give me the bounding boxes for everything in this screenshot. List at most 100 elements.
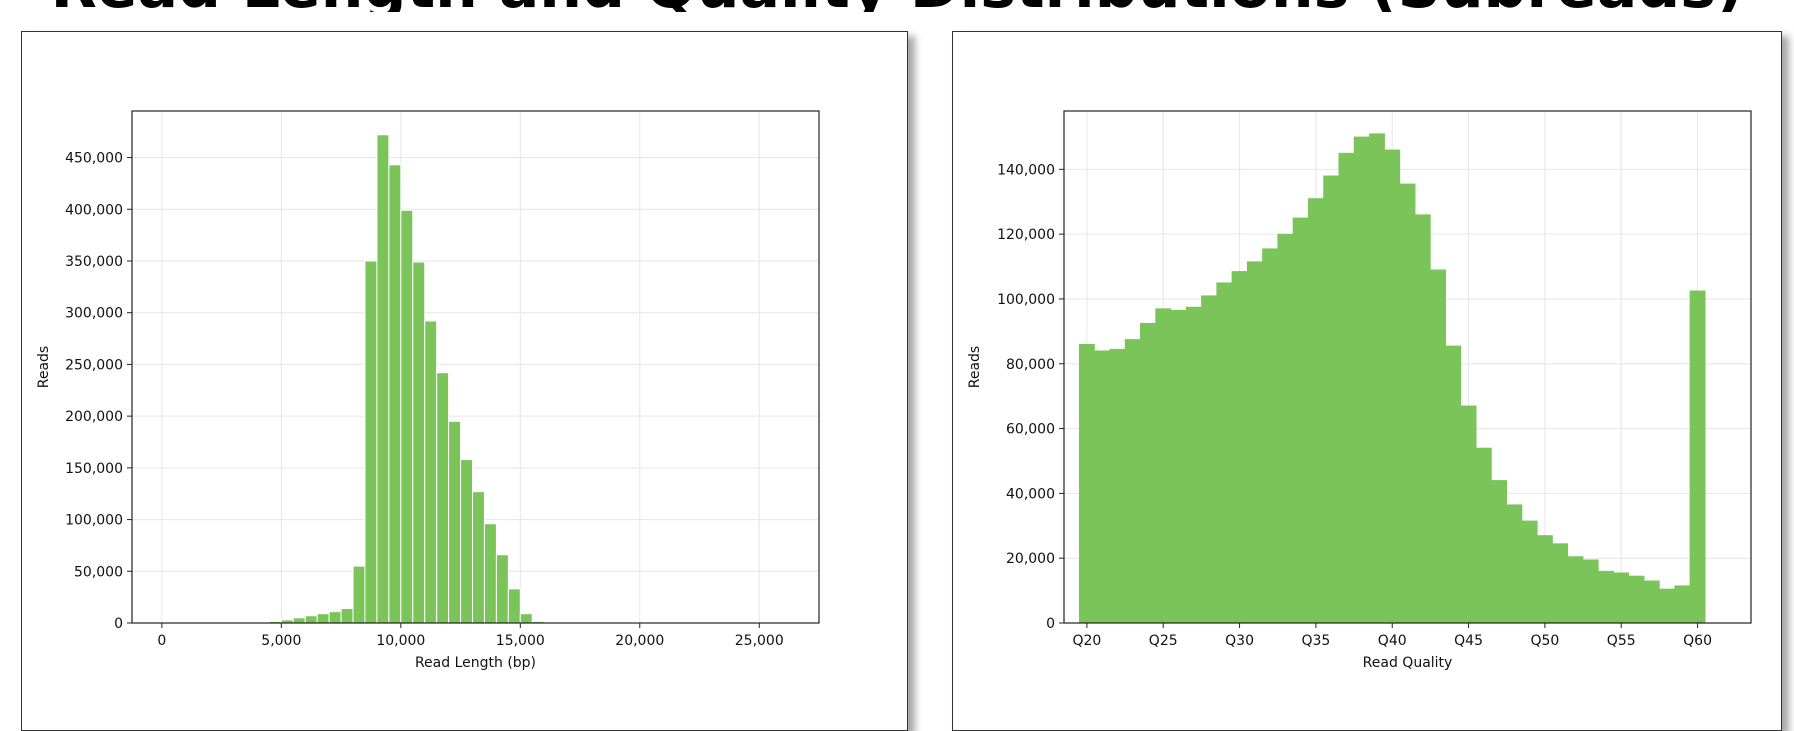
histogram-bar <box>353 566 365 623</box>
histogram-bar <box>1461 406 1476 623</box>
histogram-bar <box>1568 557 1583 623</box>
page-title: Read Length and Quality Distributions (S… <box>0 0 1794 12</box>
histogram-bar <box>1598 571 1613 623</box>
histogram-bar <box>1339 153 1354 623</box>
histogram-bar <box>1690 291 1705 623</box>
histogram-bar <box>1659 589 1674 623</box>
x-tick-label: Q50 <box>1530 633 1559 649</box>
histogram-bar <box>1278 234 1293 623</box>
y-tick-label: 120,000 <box>997 227 1055 243</box>
histogram-bar <box>1262 249 1277 623</box>
histogram-bar <box>1369 134 1384 623</box>
histogram-bar <box>1537 536 1552 623</box>
y-tick-label: 100,000 <box>65 513 123 529</box>
histogram-bar <box>413 262 425 623</box>
x-tick-label: Q30 <box>1225 633 1254 649</box>
y-tick-label: 300,000 <box>65 306 123 322</box>
histogram-bar <box>1614 573 1629 623</box>
histogram-bar <box>1629 576 1644 623</box>
x-tick-label: Q20 <box>1072 633 1101 649</box>
histogram-bar <box>1247 262 1262 623</box>
histogram-bar <box>377 135 389 623</box>
histogram-bar <box>401 210 413 623</box>
y-tick-label: 450,000 <box>65 151 123 167</box>
x-tick-label: Q60 <box>1683 633 1712 649</box>
histogram-bar <box>1308 198 1323 623</box>
histogram-bar <box>1553 544 1568 623</box>
histogram-bar <box>1507 505 1522 623</box>
x-tick-label: Q45 <box>1454 633 1483 649</box>
histogram-bar <box>1217 283 1232 623</box>
y-tick-label: 20,000 <box>1006 551 1055 567</box>
histogram-bar <box>1400 184 1415 623</box>
histogram-bar <box>1644 581 1659 623</box>
histogram-bar <box>1430 270 1445 623</box>
histogram-bar <box>1415 215 1430 623</box>
y-tick-label: 250,000 <box>65 357 123 373</box>
histogram-bar <box>293 618 305 623</box>
histogram-bar <box>1476 448 1491 623</box>
read-quality-chart-panel: Q20 Q25 Q30 Q35 Q40 Q45 Q50 Q55 Q60 0 20,000 40,000… <box>952 31 1782 731</box>
histogram-bar <box>461 460 473 623</box>
histogram-bar <box>1156 309 1171 623</box>
histogram-bar <box>520 614 532 623</box>
histogram-bar <box>1171 310 1186 623</box>
histogram-bar <box>484 524 496 623</box>
x-tick-label: 25,000 <box>735 633 784 649</box>
y-tick-label: 0 <box>114 616 123 632</box>
histogram-bar <box>305 616 317 623</box>
histogram-bar <box>1385 150 1400 623</box>
y-tick-label: 140,000 <box>997 162 1055 178</box>
x-tick-label: 5,000 <box>261 633 301 649</box>
histogram-bar <box>437 373 449 623</box>
x-tick-label: Q25 <box>1149 633 1178 649</box>
x-tick-label: 20,000 <box>615 633 664 649</box>
x-tick-label: Q35 <box>1301 633 1330 649</box>
read-length-chart-panel: 0 5,000 10,000 15,000 20,000 25,000 0 50,000 100… <box>21 31 908 731</box>
y-tick-label: 100,000 <box>997 292 1055 308</box>
y-tick-label: 40,000 <box>1006 486 1055 502</box>
y-tick-label: 400,000 <box>65 202 123 218</box>
histogram-bar <box>425 321 437 623</box>
y-axis-label: Reads <box>36 346 52 388</box>
x-tick-label: 0 <box>157 633 166 649</box>
histogram-bar <box>1446 346 1461 623</box>
histogram-bar <box>329 612 341 623</box>
y-tick-label: 350,000 <box>65 254 123 270</box>
histogram-bar <box>1232 271 1247 623</box>
histogram-bar <box>389 165 401 623</box>
read-length-histogram: 0 5,000 10,000 15,000 20,000 25,000 0 50,000 100… <box>22 32 909 712</box>
histogram-bar <box>1293 218 1308 623</box>
histogram-bar <box>1675 586 1690 623</box>
histogram-bar <box>1354 137 1369 623</box>
histogram-bar <box>1201 296 1216 623</box>
histogram-bar <box>341 609 353 623</box>
y-axis-label: Reads <box>967 346 983 388</box>
histogram-bar <box>1095 351 1110 623</box>
histogram-bar <box>1522 521 1537 623</box>
histogram-bar <box>449 421 461 623</box>
histogram-bar <box>496 555 508 623</box>
read-quality-histogram: Q20 Q25 Q30 Q35 Q40 Q45 Q50 Q55 Q60 0 20,000 40,000… <box>953 32 1783 712</box>
y-tick-label: 0 <box>1046 616 1055 632</box>
y-tick-label: 150,000 <box>65 461 123 477</box>
x-tick-label: 10,000 <box>376 633 425 649</box>
y-tick-label: 50,000 <box>74 564 123 580</box>
x-axis-label: Read Quality <box>1363 655 1453 671</box>
histogram-bar <box>1583 560 1598 623</box>
histogram-bar <box>1110 349 1125 623</box>
histogram-bar <box>1125 339 1140 623</box>
y-tick-label: 60,000 <box>1006 422 1055 438</box>
x-axis-label: Read Length (bp) <box>415 655 536 671</box>
x-tick-label: Q55 <box>1607 633 1636 649</box>
histogram-bar <box>1186 307 1201 623</box>
histogram-bar <box>508 589 520 623</box>
histogram-bar <box>473 492 485 623</box>
histogram-bar <box>1140 323 1155 623</box>
histogram-bar <box>1079 344 1094 623</box>
histogram-bar <box>365 261 377 623</box>
histogram-bar <box>317 614 329 623</box>
y-tick-label: 200,000 <box>65 409 123 425</box>
x-tick-label: Q40 <box>1378 633 1407 649</box>
x-tick-label: 15,000 <box>496 633 545 649</box>
